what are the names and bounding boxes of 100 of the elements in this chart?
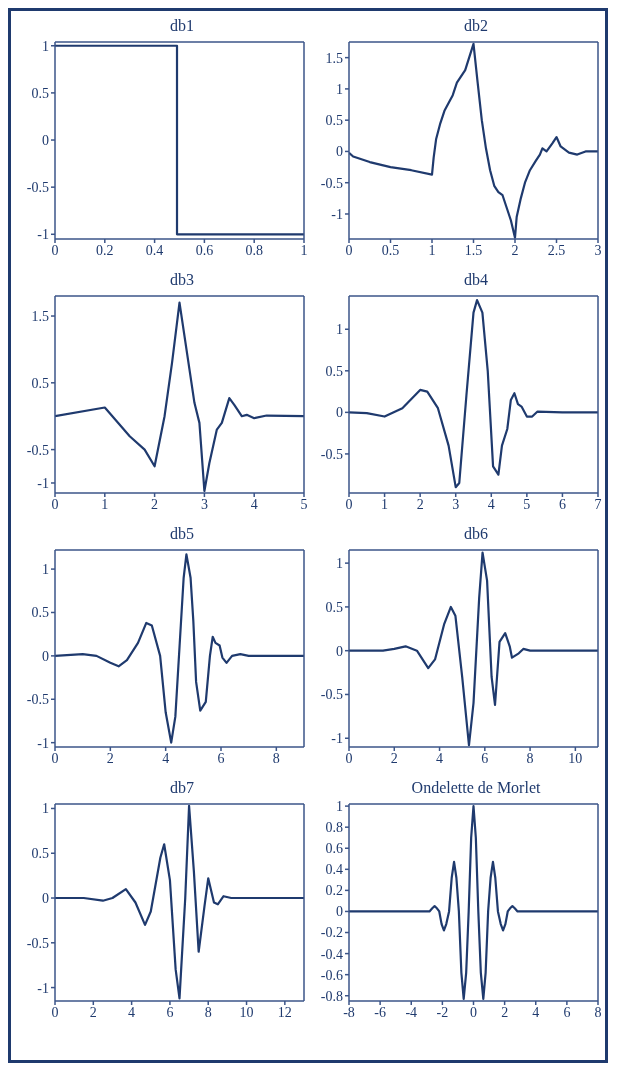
y-tick-label: -0.5 [26,442,49,458]
y-tick-label: 1 [336,81,343,97]
chart-title: db6 [463,525,489,544]
x-tick-label: 0.2 [96,242,114,258]
y-tick-label: 0 [42,648,49,664]
y-tick-label: -0.5 [320,687,343,703]
x-tick-label: 6 [217,750,225,766]
x-tick-label: 8 [526,750,534,766]
x-tick-label: 3 [200,496,208,512]
x-tick-label: 1 [428,242,436,258]
y-tick-label: 0.5 [31,85,49,101]
y-tick-label: -1 [331,731,343,747]
y-tick-label: 0.4 [325,862,343,878]
y-tick-label: -0.6 [320,967,343,983]
x-tick-label: 4 [436,750,444,766]
y-tick-label: 1 [42,562,49,578]
y-tick-label: 1 [42,38,49,54]
y-tick-label: 0 [336,904,343,920]
chart-title: db2 [463,17,489,36]
x-tick-label: 0.4 [145,242,164,258]
chart-title: db5 [169,525,195,544]
x-tick-label: 1 [300,242,308,258]
x-tick-label: 7 [594,496,602,512]
x-tick-label: 2 [501,1004,509,1020]
x-tick-label: 1.5 [464,242,483,258]
y-tick-label: 0.5 [31,846,49,862]
y-tick-label: 0.5 [31,375,49,391]
y-tick-label: 1.5 [31,309,49,324]
x-tick-label: 1 [101,496,109,512]
x-tick-label: 5 [523,496,531,512]
y-tick-label: 0.8 [325,820,343,836]
y-tick-label: 1 [336,799,343,815]
chart-title: db7 [169,779,195,798]
x-tick-label: 2 [416,496,424,512]
chart-title: db3 [169,271,195,290]
x-tick-label: 2 [106,750,114,766]
y-tick-label: 1 [336,556,343,572]
x-tick-label: 1 [381,496,389,512]
x-tick-label: 0 [470,1004,477,1020]
x-tick-label: 8 [204,1004,212,1020]
y-tick-label: 0.5 [325,113,343,129]
x-tick-label: 10 [239,1004,254,1020]
y-tick-label: -1 [331,206,343,222]
x-tick-label: 2.5 [547,242,566,258]
x-tick-label: 4 [162,750,170,766]
chart-title: Ondelette de Morlet [410,779,542,798]
x-tick-label: -2 [436,1004,449,1020]
x-tick-label: 6 [481,750,489,766]
x-tick-label: 2 [151,496,159,512]
x-tick-label: -6 [374,1004,386,1020]
line-series [349,299,598,489]
x-tick-label: 6 [166,1004,174,1020]
y-tick-label: -0.4 [320,946,343,962]
x-tick-label: 3 [452,496,460,512]
x-tick-label: 2 [511,242,519,258]
y-tick-label: 0.2 [325,883,343,899]
y-tick-label: -1 [37,980,49,996]
y-tick-label: -1 [37,475,49,491]
x-tick-label: 4 [128,1004,136,1020]
x-tick-label: 2 [390,750,398,766]
y-tick-label: 0 [336,643,343,659]
y-tick-label: -0.8 [320,988,343,1004]
x-tick-label: 5 [300,496,308,512]
y-tick-label: 0.5 [31,605,49,621]
y-tick-label: -0.5 [320,446,343,462]
y-tick-label: 0 [42,133,49,148]
y-tick-label: 0.5 [325,599,343,615]
x-tick-label: 0.5 [381,242,400,258]
y-tick-label: 1 [336,322,343,338]
y-tick-label: 0 [336,405,343,421]
x-tick-label: 3 [594,242,602,258]
x-tick-label: 4 [487,496,495,512]
y-tick-label: -0.5 [26,180,49,196]
y-tick-label: 1.5 [325,50,343,66]
y-tick-label: -0.5 [320,175,343,191]
x-tick-label: 4 [250,496,258,512]
x-tick-label: 6 [563,1004,571,1020]
y-tick-label: 0 [336,144,343,160]
x-tick-label: 12 [277,1004,292,1020]
x-tick-label: -8 [343,1004,355,1020]
y-tick-label: -1 [37,735,49,751]
x-tick-label: 6 [558,496,566,512]
x-tick-label: 0.6 [195,242,214,258]
chart-title: db4 [463,271,489,290]
y-tick-label: 0 [42,890,49,906]
y-tick-label: 1 [42,801,49,817]
x-tick-label: 4 [532,1004,540,1020]
y-tick-label: -0.5 [26,692,49,708]
y-tick-label: -0.2 [320,925,343,941]
chart-title: db1 [169,17,195,36]
x-tick-label: 0.8 [245,242,263,258]
x-tick-label: 8 [272,750,280,766]
x-tick-label: 10 [568,750,583,766]
y-tick-label: -1 [37,227,49,243]
y-tick-label: 0.6 [325,841,343,857]
y-tick-label: 0.5 [325,363,343,379]
x-tick-label: 2 [89,1004,97,1020]
x-tick-label: 8 [594,1004,602,1020]
x-tick-label: -4 [405,1004,418,1020]
y-tick-label: -0.5 [26,935,49,951]
